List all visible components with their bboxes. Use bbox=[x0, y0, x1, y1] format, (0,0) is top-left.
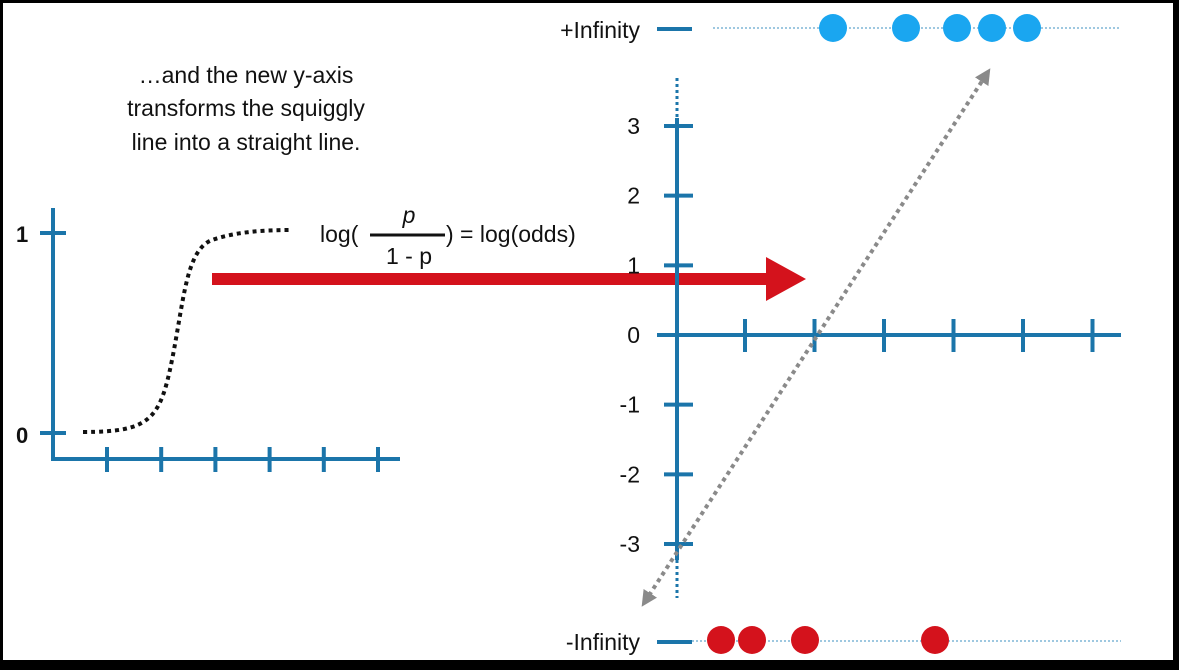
negative-data-point bbox=[738, 626, 766, 654]
right-y-tick-label: 1 bbox=[627, 252, 640, 278]
formula-suffix: ) = log(odds) bbox=[446, 221, 576, 247]
negative-data-point bbox=[921, 626, 949, 654]
positive-data-point bbox=[943, 14, 971, 42]
right-y-tick-label: -1 bbox=[620, 392, 640, 418]
negative-points bbox=[707, 626, 949, 654]
positive-data-point bbox=[978, 14, 1006, 42]
formula-denominator: 1 - p bbox=[386, 243, 432, 269]
positive-points bbox=[819, 14, 1041, 42]
positive-infinity-label: +Infinity bbox=[560, 17, 640, 43]
left-y-label: 0 bbox=[16, 423, 28, 448]
caption-line: …and the new y-axis bbox=[139, 62, 354, 88]
positive-data-point bbox=[892, 14, 920, 42]
log-odds-formula: log( p 1 - p ) = log(odds) bbox=[320, 202, 576, 269]
right-y-tick-label: -2 bbox=[620, 461, 640, 487]
negative-infinity-label: -Infinity bbox=[566, 629, 641, 655]
right-y-tick-label: 0 bbox=[627, 322, 640, 348]
log-odds-fit-line bbox=[641, 68, 991, 607]
negative-data-point bbox=[791, 626, 819, 654]
right-y-tick-label: 2 bbox=[627, 183, 640, 209]
negative-data-point bbox=[707, 626, 735, 654]
positive-data-point bbox=[1013, 14, 1041, 42]
caption: …and the new y-axis transforms the squig… bbox=[127, 62, 365, 155]
caption-line: transforms the squiggly bbox=[127, 95, 365, 121]
right-plot: 3 2 1 0 -1 -2 -3 bbox=[620, 68, 1121, 607]
right-y-tick-label: 3 bbox=[627, 113, 640, 139]
left-x-ticks bbox=[105, 447, 380, 472]
formula-prefix: log( bbox=[320, 221, 359, 247]
left-y-label: 1 bbox=[16, 222, 28, 247]
right-y-tick-label: -3 bbox=[620, 531, 640, 557]
sigmoid-curve bbox=[82, 228, 293, 434]
positive-infinity-row: +Infinity bbox=[560, 14, 1121, 43]
formula-numerator: p bbox=[402, 202, 416, 228]
negative-infinity-row: -Infinity bbox=[566, 626, 1121, 655]
left-plot: 1 0 bbox=[16, 208, 400, 472]
caption-line: line into a straight line. bbox=[132, 129, 361, 155]
positive-data-point bbox=[819, 14, 847, 42]
